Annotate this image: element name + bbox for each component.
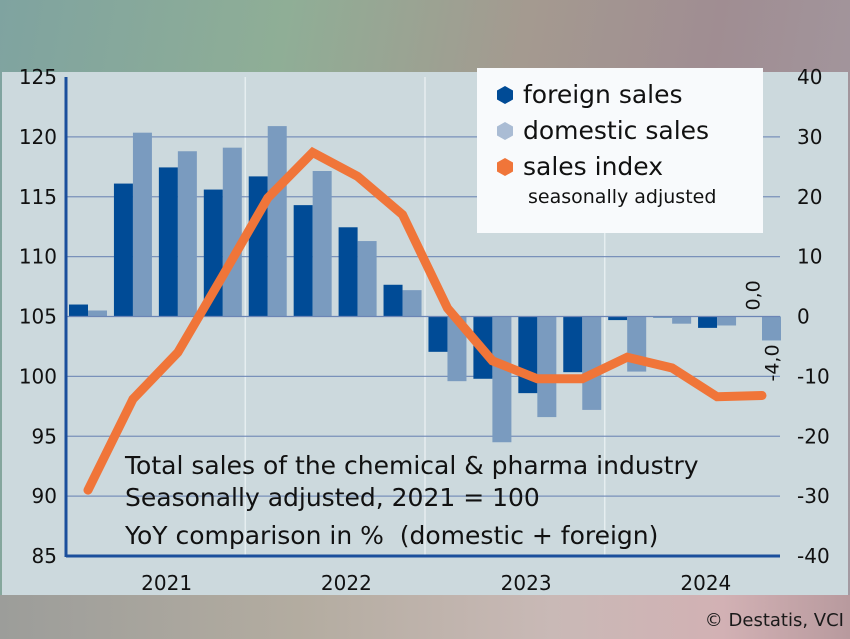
left-axis-tick-label: 115 — [19, 185, 57, 209]
left-axis-tick-label: 105 — [19, 305, 57, 329]
left-axis-tick-label: 120 — [19, 125, 57, 149]
right-axis-tick-label: 40 — [797, 65, 822, 89]
x-axis-tick-label: 2024 — [680, 571, 731, 595]
annotation-line-2: Seasonally adjusted, 2021 = 100 — [125, 483, 540, 512]
data-labels: 0,0 -4,0 — [743, 280, 784, 381]
background-lower — [0, 595, 850, 639]
right-axis-tick-label: -20 — [797, 424, 830, 448]
source-credit: © Destatis, VCI — [704, 610, 844, 631]
bar-domestic-sales — [88, 310, 107, 317]
bar-foreign-sales — [608, 316, 628, 321]
bar-domestic-sales — [357, 241, 377, 317]
legend-label: sales index — [523, 152, 664, 181]
bar-domestic-sales — [312, 171, 332, 317]
x-axis-tick-label: 2023 — [501, 571, 552, 595]
left-axis-tick-label: 90 — [32, 484, 57, 508]
bar-foreign-sales — [69, 304, 88, 317]
bar-foreign-sales — [383, 284, 403, 317]
bar-foreign-sales — [293, 205, 313, 317]
legend-item-index: sales index — [497, 152, 663, 181]
bar-domestic-sales — [447, 316, 467, 382]
legend-label: domestic sales — [523, 116, 710, 145]
legend-item-domestic: domestic sales — [497, 116, 709, 145]
x-axis-ticks: 2021 2022 2023 2024 — [141, 571, 731, 595]
bar-domestic-sales — [492, 316, 512, 443]
right-axis-ticks: 40 30 20 10 0 -10 -20 -30 -40 — [797, 65, 830, 568]
left-axis-tick-label: 95 — [32, 424, 57, 448]
hexagon-icon — [497, 158, 513, 176]
right-axis-tick-label: 10 — [797, 245, 822, 269]
right-axis-tick-label: 20 — [797, 185, 822, 209]
right-axis-tick-label: 0 — [797, 305, 810, 329]
legend-item-foreign: foreign sales — [497, 80, 683, 109]
data-label: -4,0 — [762, 344, 784, 381]
left-axis-ticks: 125 120 115 110 105 100 95 90 85 — [19, 65, 57, 568]
annotation-line-3: YoY comparison in % (domestic + foreign) — [124, 521, 658, 550]
right-axis-tick-label: -40 — [797, 544, 830, 568]
bar-domestic-sales — [132, 132, 152, 317]
bar-domestic-sales — [402, 290, 422, 317]
bar-domestic-sales — [267, 126, 287, 317]
bar-domestic-sales — [672, 316, 692, 324]
left-axis-tick-label: 100 — [19, 364, 57, 388]
left-axis-tick-label: 110 — [19, 245, 57, 269]
right-axis-tick-label: -30 — [797, 484, 830, 508]
bar-foreign-sales — [158, 167, 178, 317]
bar-foreign-sales — [113, 183, 133, 317]
bar-domestic-sales — [717, 316, 737, 326]
bar-foreign-sales — [338, 227, 358, 317]
bar-domestic-sales — [537, 316, 557, 418]
left-axis-tick-label: 85 — [32, 544, 57, 568]
sales-index-line — [83, 146, 767, 495]
bar-domestic-sales — [222, 147, 242, 317]
right-axis-tick-label: -10 — [797, 364, 830, 388]
bar-foreign-sales — [428, 316, 448, 352]
hexagon-icon — [497, 122, 513, 140]
legend: foreign sales domestic sales sales index… — [477, 68, 763, 233]
left-axis-tick-label: 125 — [19, 65, 57, 89]
bar-foreign-sales — [698, 316, 718, 328]
axes — [64, 77, 780, 558]
hexagon-icon — [497, 86, 513, 104]
bar-domestic-sales — [177, 151, 197, 317]
bar-foreign-sales — [563, 316, 583, 373]
x-axis-tick-label: 2022 — [321, 571, 372, 595]
legend-label: foreign sales — [523, 80, 683, 109]
bar-domestic-sales — [762, 316, 781, 341]
right-axis-tick-label: 30 — [797, 125, 822, 149]
x-axis-tick-label: 2021 — [141, 571, 192, 595]
bar-domestic-sales — [582, 316, 602, 410]
legend-subtitle: seasonally adjusted — [528, 186, 717, 208]
data-label: 0,0 — [743, 280, 765, 310]
annotation-line-1: Total sales of the chemical & pharma ind… — [124, 451, 699, 480]
